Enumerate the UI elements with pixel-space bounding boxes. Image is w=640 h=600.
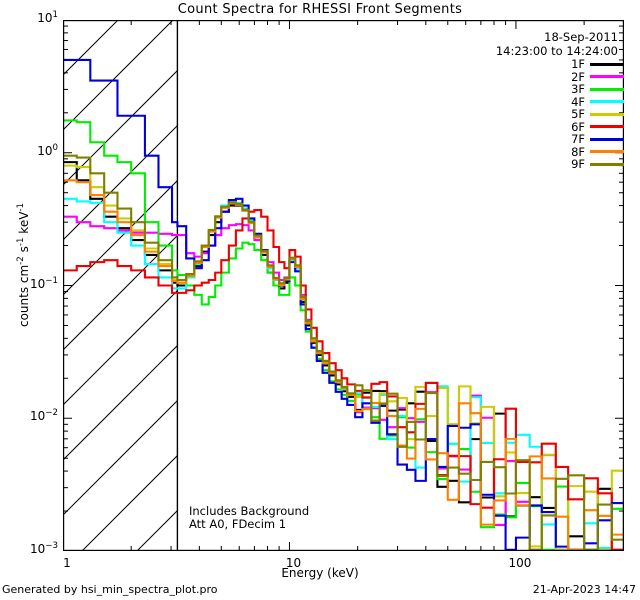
legend-label: 2F	[571, 69, 585, 84]
legend-item-5f: 5F	[504, 108, 624, 121]
legend-item-9f: 9F	[504, 158, 624, 171]
y-axis-label-mid2: keV	[17, 211, 31, 238]
legend-color-swatch	[590, 150, 624, 154]
legend-color-swatch	[590, 162, 624, 166]
legend-label: 5F	[571, 107, 585, 121]
footer-generator: Generated by hsi_min_spectra_plot.pro	[2, 583, 218, 596]
y-tick-label: 10−3	[30, 541, 58, 556]
legend-color-swatch	[590, 62, 624, 66]
legend-label: 6F	[571, 119, 585, 134]
spectrum-line-5f	[63, 164, 624, 551]
y-tick-label: 10−1	[30, 275, 58, 291]
annotation-includes-background: Includes Background	[189, 504, 310, 518]
x-axis-label: Energy (keV)	[281, 566, 359, 580]
legend-item-8f: 8F	[504, 144, 624, 159]
annotation-attenuator: Att A0, FDecim 1	[189, 517, 287, 531]
legend-color-swatch	[590, 100, 624, 104]
page-title: Count Spectra for RHESSI Front Segments	[177, 2, 463, 17]
spectra-chart: 1 10 100 10−3 10−2 10−1 100 101	[30, 11, 624, 570]
legend-label: 4F	[571, 94, 585, 109]
y-axis-label-text: counts cm	[17, 264, 31, 328]
legend-color-swatch	[590, 87, 624, 91]
spectrum-line-8f	[63, 179, 624, 551]
legend-item-6f: 6F	[504, 119, 624, 134]
legend-item-7f: 7F	[504, 133, 624, 146]
plot-frame	[63, 20, 624, 551]
spectrum-line-1f	[63, 161, 624, 551]
spectrum-line-9f	[63, 154, 624, 551]
x-tick-label: 1	[63, 556, 71, 570]
legend-item-4f: 4F	[504, 94, 624, 109]
y-tick-label: 10−2	[30, 408, 58, 424]
y-axis-exp-1: -2	[16, 256, 26, 265]
legend-label: 8F	[571, 144, 585, 159]
observation-time-range: 14:23:00 to 14:24:00	[495, 44, 618, 58]
legend: 1F 2F 3F 4F 5F 6F 7F 8F 9F	[504, 58, 624, 171]
y-axis-label: counts cm-2 s-1 keV-1	[16, 135, 31, 395]
y-tick-label: 100	[37, 142, 58, 158]
footer-timestamp: 21-Apr-2023 14:47	[532, 583, 636, 596]
y-axis-exp-3: -1	[16, 202, 26, 212]
spectrum-line-6f	[63, 209, 624, 551]
legend-color-swatch	[590, 137, 624, 141]
y-axis-exp-2: -1	[16, 237, 26, 247]
legend-label: 9F	[571, 157, 585, 171]
hatched-exclusion-region	[63, 20, 178, 551]
x-tick-label: 100	[508, 556, 532, 570]
spectrum-line-7f	[63, 58, 624, 551]
spectrum-line-2f	[63, 215, 624, 551]
chart-svg	[63, 20, 624, 551]
legend-label: 3F	[571, 82, 585, 96]
y-tick-label: 101	[37, 10, 58, 25]
legend-item-2f: 2F	[504, 69, 624, 84]
observation-date: 18-Sep-2011	[544, 30, 618, 44]
x-tick-label: 10	[285, 556, 302, 570]
legend-label: 1F	[571, 57, 585, 71]
legend-item-3f: 3F	[504, 83, 624, 96]
legend-color-swatch	[590, 112, 624, 116]
legend-label: 7F	[571, 132, 585, 146]
y-axis-label-mid: s	[17, 246, 31, 257]
legend-color-swatch	[590, 75, 624, 79]
legend-item-1f: 1F	[504, 58, 624, 71]
legend-color-swatch	[590, 125, 624, 129]
